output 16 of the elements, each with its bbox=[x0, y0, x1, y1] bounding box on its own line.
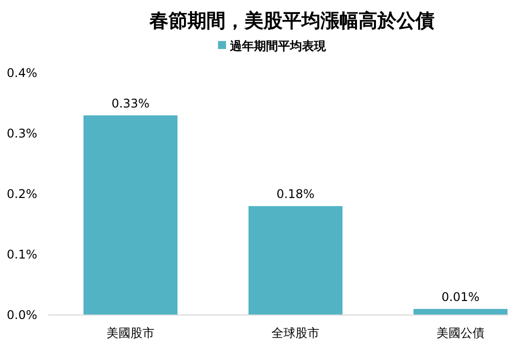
y-tick-label: 0.0% bbox=[6, 308, 38, 322]
y-tick-label: 0.4% bbox=[6, 66, 38, 80]
chart-title: 春節期間，美股平均漲幅高於公債 bbox=[148, 10, 434, 32]
data-label: 0.01% bbox=[441, 290, 480, 304]
x-tick-label: 美國公債 bbox=[436, 326, 484, 340]
x-tick-label: 全球股市 bbox=[272, 326, 320, 340]
y-tick-label: 0.3% bbox=[6, 126, 38, 140]
y-tick-label: 0.1% bbox=[6, 248, 38, 262]
bar bbox=[84, 115, 178, 315]
legend-label: 過年期間平均表現 bbox=[229, 39, 327, 53]
bar bbox=[414, 308, 508, 315]
bar bbox=[248, 206, 342, 315]
y-tick-label: 0.2% bbox=[6, 187, 38, 201]
x-tick-label: 美國股市 bbox=[106, 326, 154, 340]
data-label: 0.18% bbox=[276, 187, 315, 202]
data-label: 0.33% bbox=[111, 96, 150, 110]
